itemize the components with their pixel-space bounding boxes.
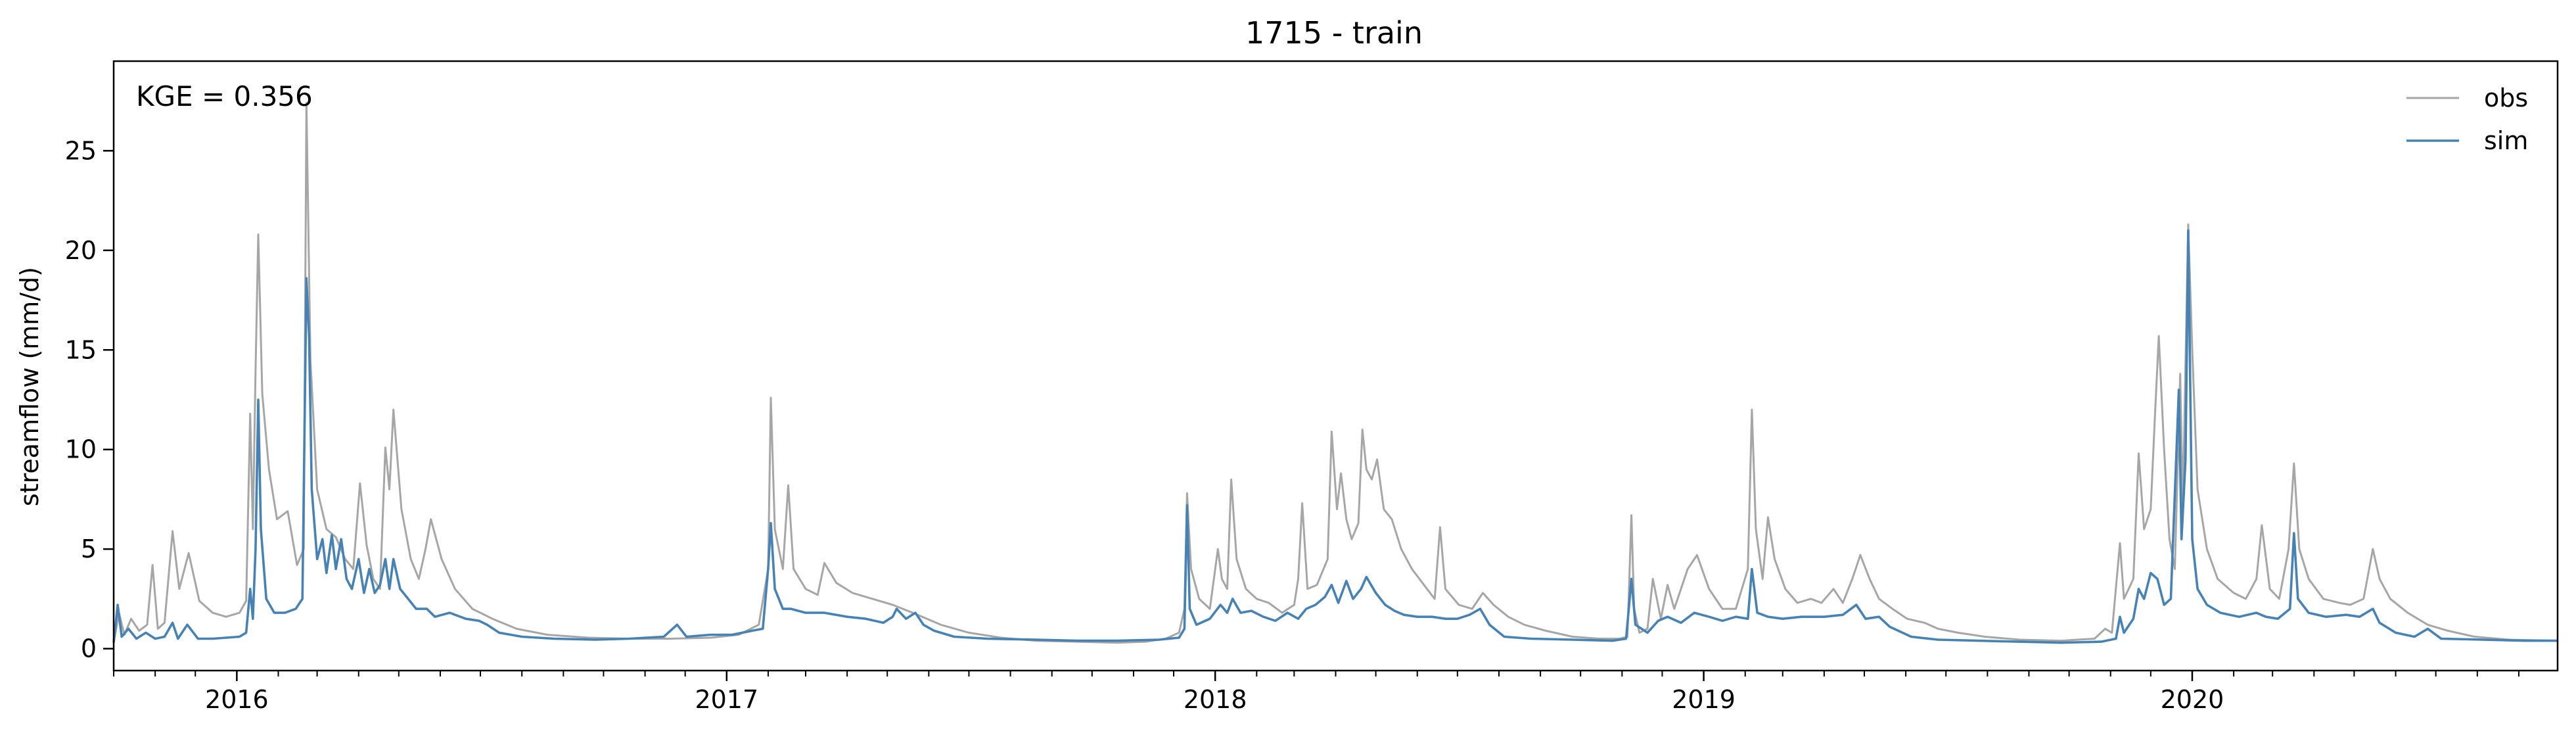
kge-annotation: KGE = 0.356: [136, 80, 313, 112]
x-tick-label: 2019: [1672, 685, 1736, 714]
y-axis: 0 5 10 15 20 25: [65, 136, 114, 663]
x-axis: 2016 2017 2018 2019 2020: [113, 671, 2519, 714]
y-tick-label: 15: [65, 335, 97, 364]
y-tick-label: 10: [65, 435, 97, 464]
y-tick-label: 20: [65, 236, 97, 265]
series-line-sim: [112, 229, 2558, 644]
legend-label-obs: obs: [2484, 83, 2528, 112]
y-axis-label: streamflow (mm/d): [15, 267, 44, 506]
chart-title: 1715 - train: [1245, 15, 1423, 51]
legend-label-sim: sim: [2484, 126, 2528, 155]
legend: obs sim: [2406, 83, 2528, 155]
y-tick-label: 0: [81, 634, 97, 663]
x-tick-label: 2020: [2161, 685, 2224, 714]
x-tick-label: 2018: [1184, 685, 1247, 714]
x-tick-label: 2016: [205, 685, 269, 714]
y-tick-label: 5: [81, 534, 97, 563]
series-layer: [112, 102, 2558, 644]
x-tick-label: 2017: [695, 685, 758, 714]
y-tick-label: 25: [65, 136, 97, 165]
plot-area: [112, 60, 2559, 672]
series-line-obs: [112, 102, 2558, 644]
